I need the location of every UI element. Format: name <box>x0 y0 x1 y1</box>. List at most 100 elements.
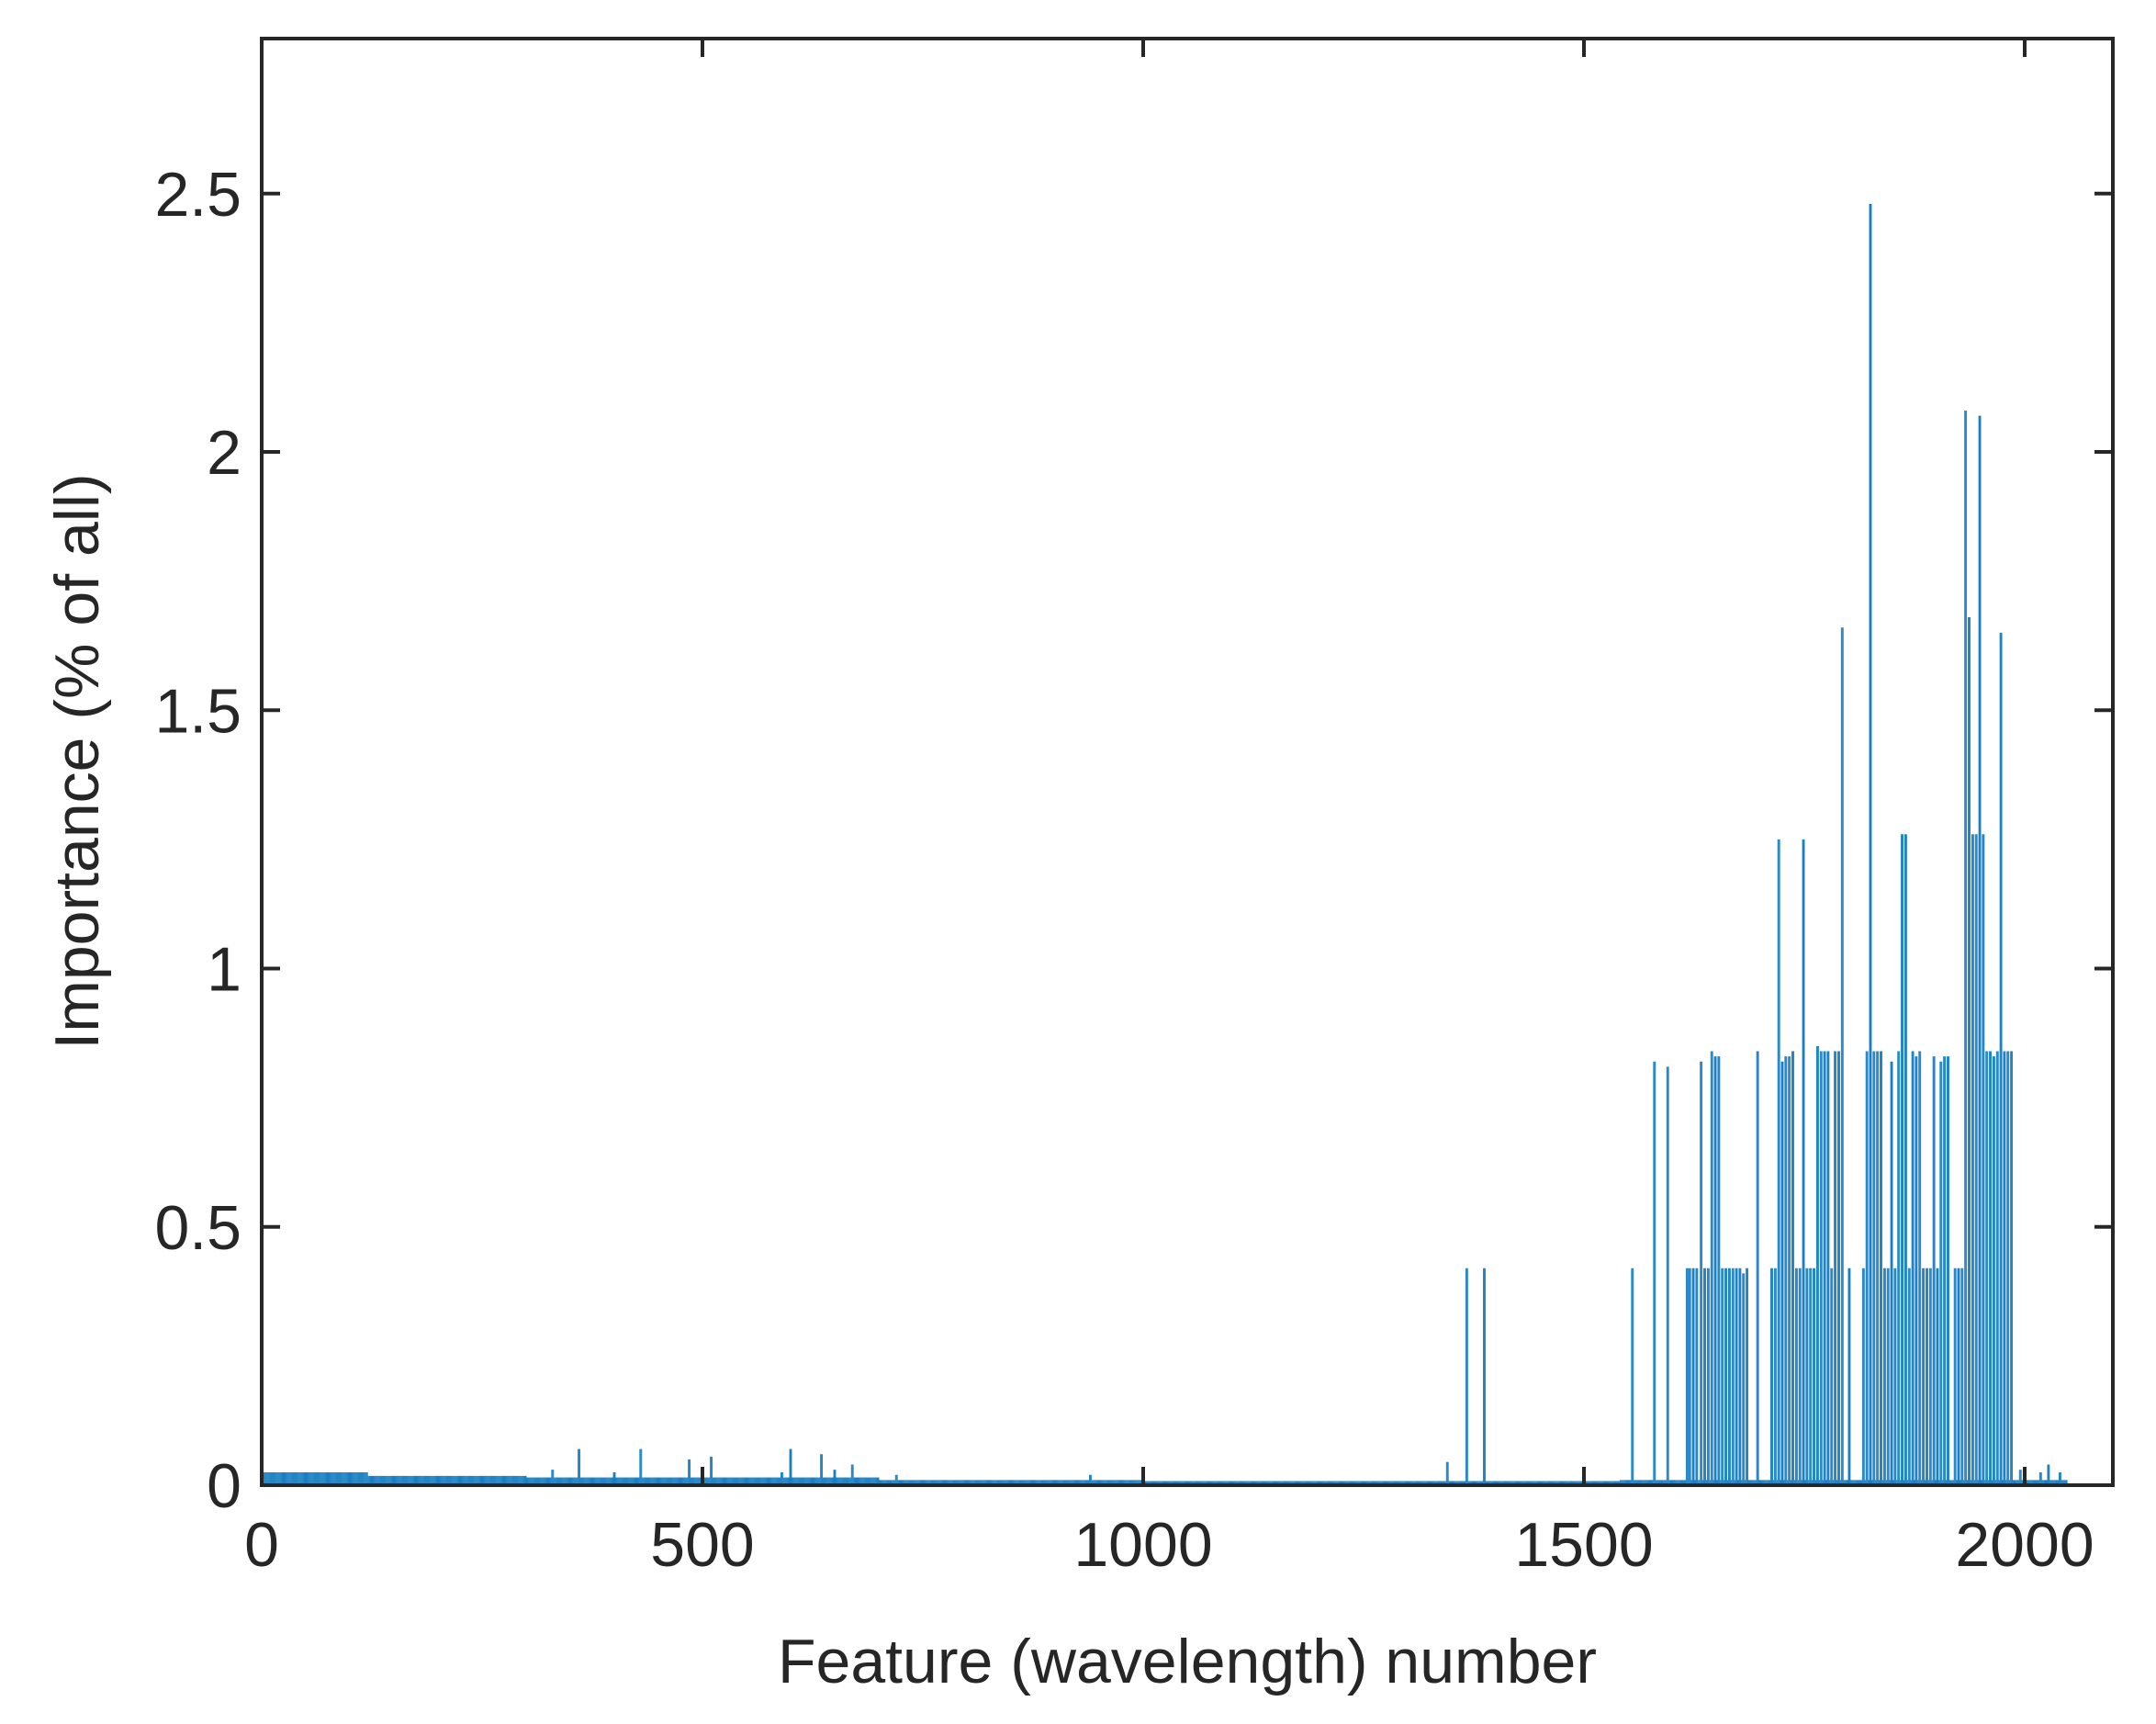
bar <box>730 1477 732 1485</box>
bar <box>1089 1474 1090 1485</box>
bar <box>726 1477 728 1485</box>
bar <box>1927 1480 1929 1486</box>
bar <box>1857 1480 1858 1486</box>
bar <box>699 1477 701 1485</box>
bar <box>1236 1481 1238 1485</box>
bar <box>1052 1480 1054 1486</box>
bar <box>1066 1480 1067 1486</box>
bar <box>279 1471 281 1485</box>
bar <box>1420 1481 1421 1485</box>
bar <box>1870 204 1872 1485</box>
bar <box>938 1480 940 1486</box>
bar <box>577 1477 578 1485</box>
bar <box>1326 1481 1328 1485</box>
bar <box>1067 1480 1069 1486</box>
bar <box>1841 627 1843 1485</box>
bar <box>786 1477 788 1485</box>
bar <box>2033 1480 2035 1486</box>
bar <box>395 1475 397 1486</box>
bar <box>2061 1480 2062 1486</box>
bar <box>1530 1481 1531 1485</box>
bar <box>1270 1481 1272 1485</box>
bar <box>570 1477 572 1485</box>
bar <box>981 1480 983 1486</box>
bar <box>1099 1480 1101 1486</box>
bar <box>1213 1481 1215 1485</box>
bar <box>1892 1061 1893 1485</box>
bar <box>1637 1480 1638 1486</box>
bar <box>1898 1051 1900 1485</box>
bar <box>543 1477 545 1485</box>
bar <box>1433 1481 1435 1485</box>
bar <box>1380 1481 1382 1485</box>
bar <box>1685 1268 1687 1485</box>
bar <box>1220 1481 1221 1485</box>
bar <box>985 1480 987 1486</box>
bar <box>402 1475 404 1486</box>
bar <box>654 1477 656 1485</box>
bar <box>932 1480 933 1486</box>
bar <box>1701 1061 1703 1485</box>
bar <box>1271 1481 1273 1485</box>
bar <box>1904 834 1905 1485</box>
bar <box>531 1477 533 1485</box>
bar <box>648 1477 650 1485</box>
bar <box>1956 1480 1958 1486</box>
bar <box>1610 1481 1611 1485</box>
bar <box>496 1475 498 1486</box>
bar <box>1185 1481 1186 1485</box>
bar <box>1304 1481 1306 1485</box>
bar <box>913 1480 914 1486</box>
bar <box>512 1475 514 1486</box>
bar <box>831 1477 833 1485</box>
bar <box>974 1480 976 1486</box>
bar <box>1399 1481 1401 1485</box>
bar <box>704 1477 706 1485</box>
bar <box>1497 1481 1499 1485</box>
bar <box>732 1477 734 1485</box>
bar <box>1465 1268 1467 1485</box>
bar <box>1777 839 1779 1486</box>
x-tick-label: 1000 <box>1073 1510 1212 1580</box>
bar <box>1799 1268 1801 1485</box>
bar <box>1959 1480 1961 1486</box>
bar <box>1874 1051 1876 1485</box>
bar <box>1921 1480 1923 1486</box>
bar <box>1920 1051 1922 1485</box>
bar <box>1810 1268 1812 1485</box>
bar <box>1306 1481 1308 1485</box>
bar <box>1991 1051 1992 1485</box>
bar <box>1199 1481 1201 1485</box>
bar <box>1684 1480 1685 1486</box>
bar <box>905 1480 907 1486</box>
bar <box>649 1477 651 1485</box>
bar <box>1178 1481 1180 1485</box>
bar <box>2007 1051 2009 1485</box>
bar <box>545 1477 546 1485</box>
bar <box>1727 1480 1728 1486</box>
bar <box>591 1477 593 1485</box>
bar <box>1267 1481 1269 1485</box>
bar <box>781 1471 783 1485</box>
bar <box>1111 1480 1112 1486</box>
bar <box>1713 1056 1715 1486</box>
bar <box>867 1477 868 1485</box>
bar <box>1615 1481 1616 1485</box>
bar <box>1911 1051 1913 1485</box>
bar <box>1393 1481 1395 1485</box>
bar <box>1438 1481 1440 1485</box>
bar <box>1307 1481 1308 1485</box>
bar <box>1881 1051 1882 1485</box>
bar <box>1183 1481 1185 1485</box>
bar <box>1022 1480 1023 1486</box>
bar <box>303 1471 305 1485</box>
bar <box>2062 1480 2064 1486</box>
bar <box>1602 1481 1604 1485</box>
bar <box>1488 1481 1489 1485</box>
bar <box>1332 1481 1334 1485</box>
bar <box>1817 1045 1819 1486</box>
bar <box>389 1475 391 1486</box>
bar <box>1013 1480 1015 1486</box>
bar <box>2043 1480 2045 1486</box>
bar <box>505 1475 507 1486</box>
